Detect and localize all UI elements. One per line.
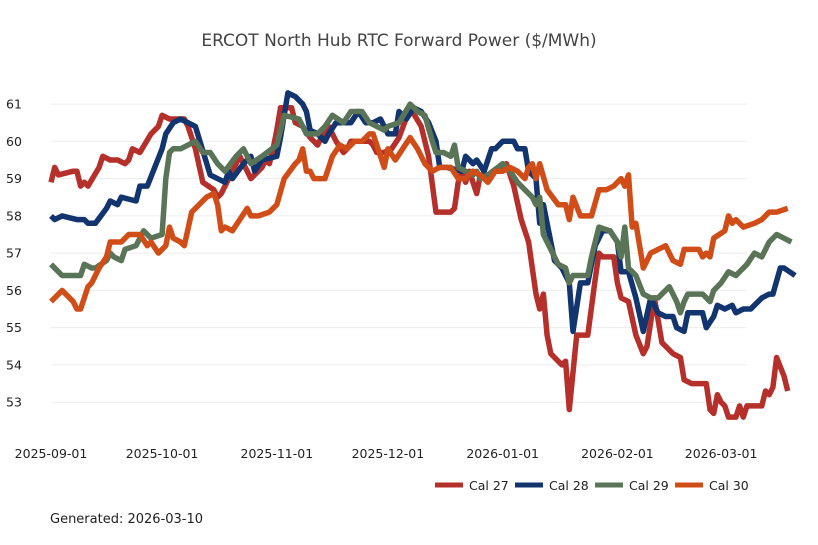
y-tick-label: 59 (6, 171, 22, 186)
series-lines (48, 90, 797, 420)
generated-timestamp: Generated: 2026-03-10 (50, 512, 204, 527)
series-line-cal-30 (49, 131, 789, 312)
y-axis-ticks: 53 54 55 56 57 58 59 60 61 (6, 97, 22, 410)
x-tick-label: 2026-02-01 (581, 446, 654, 461)
legend-label: Cal 28 (549, 478, 589, 493)
y-tick-label: 56 (6, 283, 22, 298)
x-tick-label: 2025-12-01 (352, 446, 425, 461)
x-tick-label: 2026-03-01 (685, 446, 758, 461)
legend: Cal 27 Cal 28 Cal 29 Cal 30 (435, 478, 749, 493)
y-tick-label: 57 (6, 246, 22, 261)
legend-label: Cal 29 (629, 478, 669, 493)
series-line-cal-29 (49, 101, 793, 316)
legend-label: Cal 27 (469, 478, 509, 493)
y-tick-label: 60 (6, 134, 22, 149)
x-tick-label: 2025-09-01 (15, 446, 88, 461)
x-tick-label: 2026-01-01 (466, 446, 539, 461)
chart-title: ERCOT North Hub RTC Forward Power ($/MWh… (201, 31, 596, 51)
y-tick-label: 54 (6, 357, 22, 372)
x-axis-ticks: 2025-09-01 2025-10-01 2025-11-01 2025-12-01… (15, 446, 758, 461)
y-tick-label: 58 (6, 208, 22, 223)
y-tick-label: 53 (6, 395, 22, 410)
x-tick-label: 2025-11-01 (241, 446, 314, 461)
x-tick-label: 2025-10-01 (126, 446, 199, 461)
y-tick-label: 61 (6, 97, 22, 112)
legend-label: Cal 30 (709, 478, 749, 493)
y-tick-label: 55 (6, 320, 22, 335)
